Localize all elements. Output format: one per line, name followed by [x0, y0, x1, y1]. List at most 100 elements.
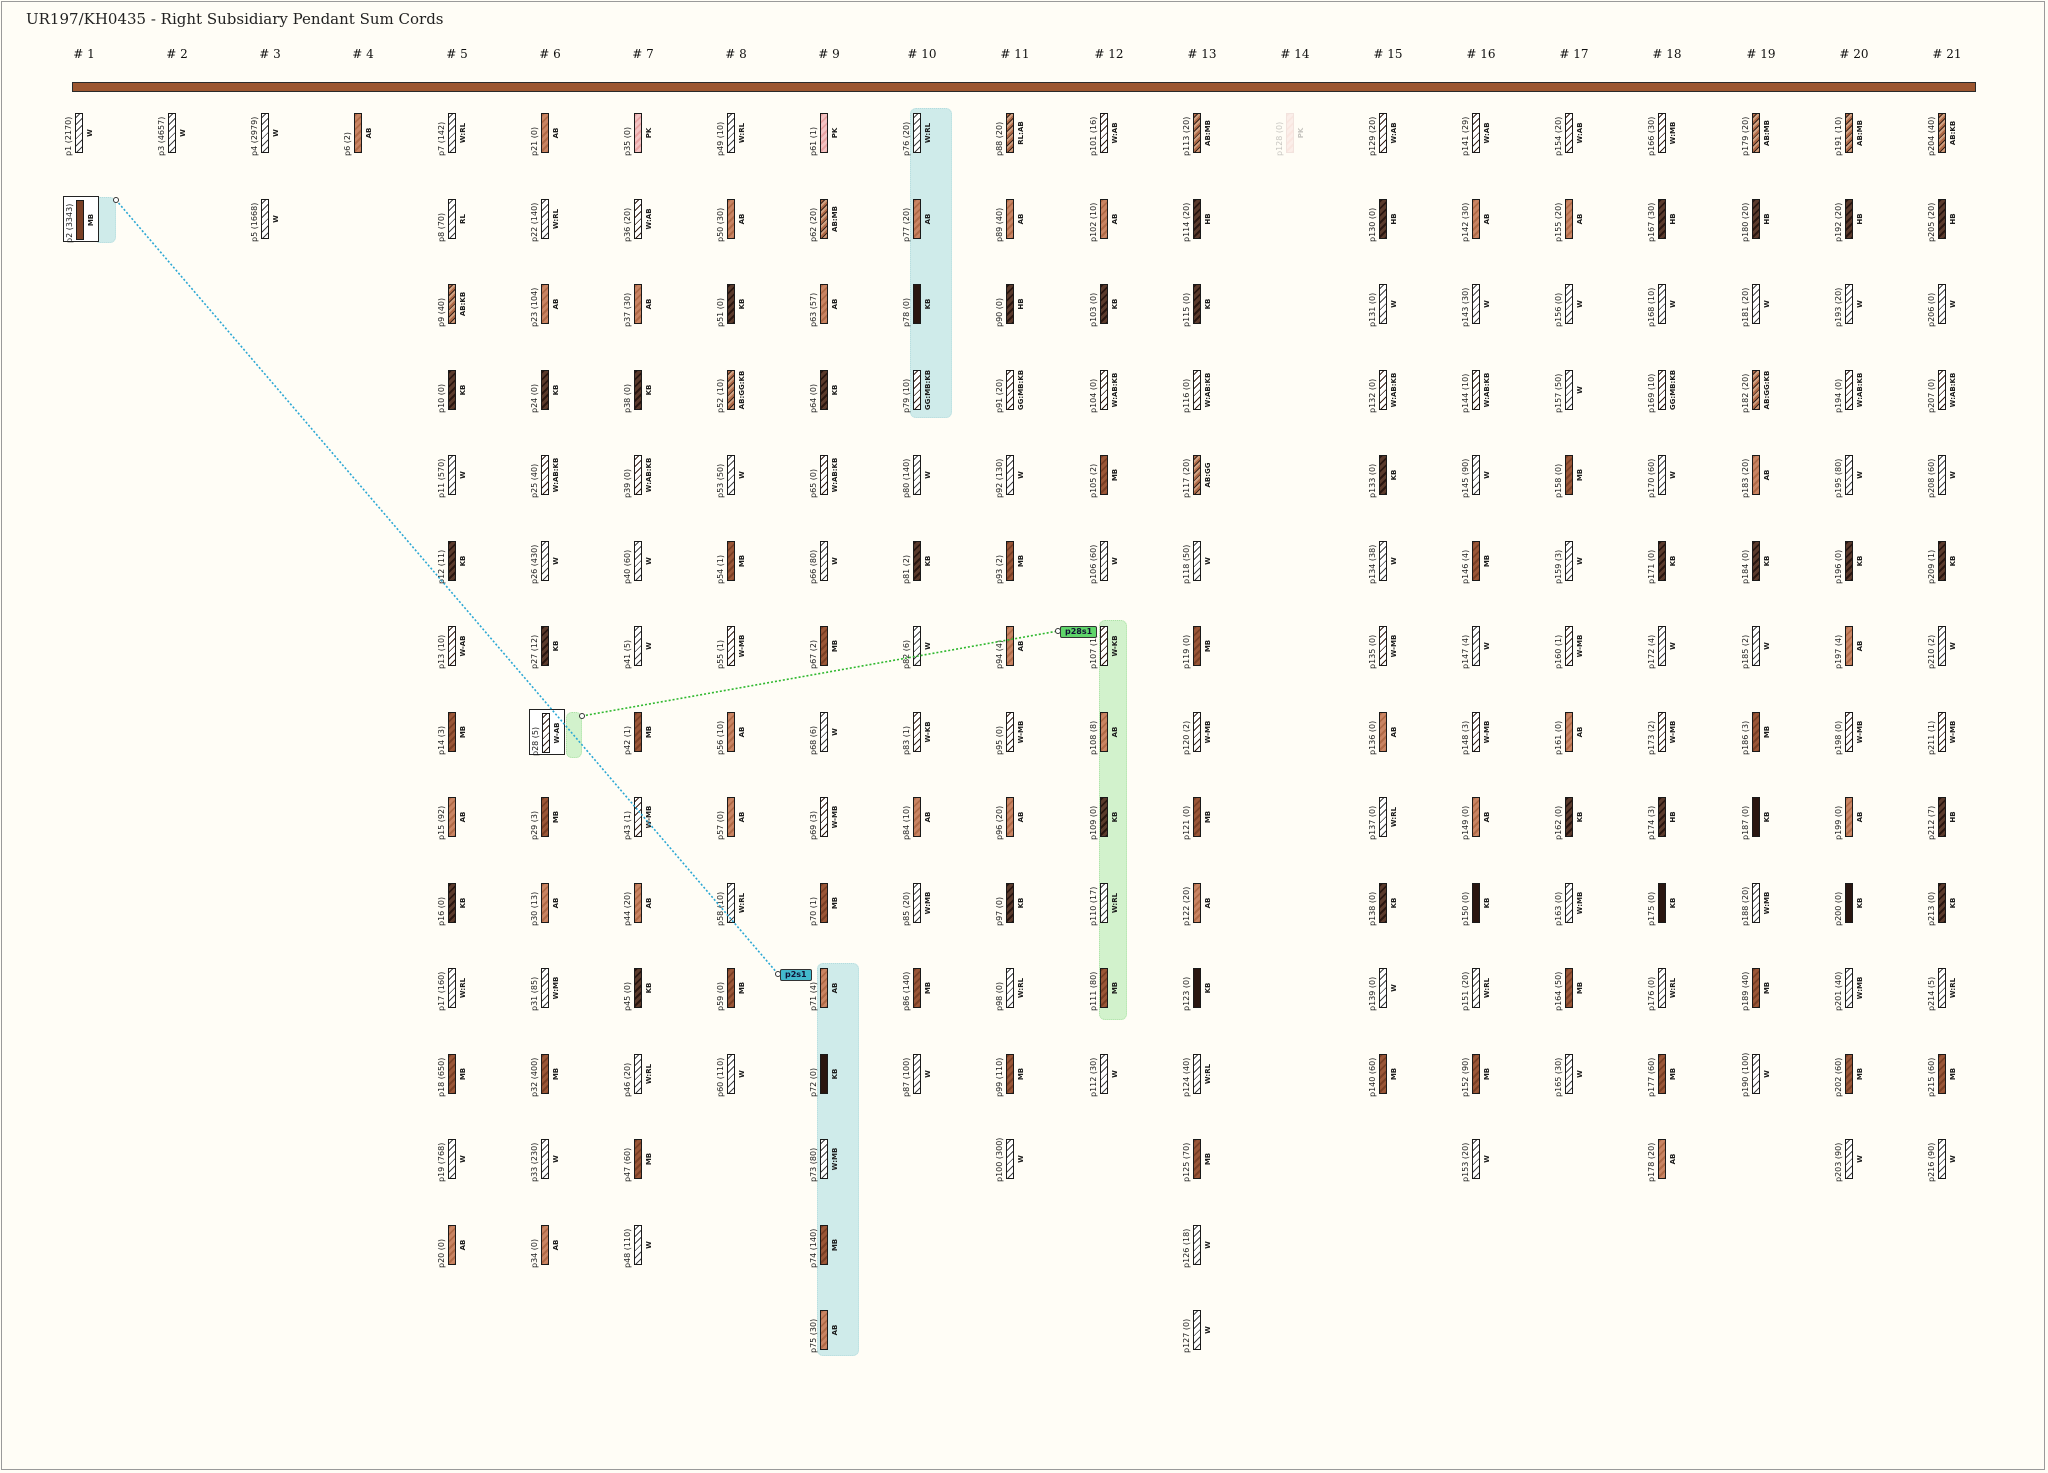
pendant-cord[interactable]: p134 (38) W — [1367, 538, 1403, 584]
pendant-cord[interactable]: p142 (30) AB — [1460, 196, 1496, 242]
pendant-cord[interactable]: p32 (400) MB — [529, 1051, 565, 1097]
pendant-cord[interactable]: p65 (0) W:AB:KB — [808, 452, 844, 498]
pendant-cord[interactable]: p67 (2) MB — [808, 623, 844, 669]
pendant-cord[interactable]: p131 (0) W — [1367, 281, 1403, 327]
pendant-cord[interactable]: p171 (0) KB — [1646, 538, 1682, 584]
pendant-cord[interactable]: p177 (60) MB — [1646, 1051, 1682, 1097]
pendant-cord[interactable]: p210 (2) W — [1926, 623, 1962, 669]
pendant-cord[interactable]: p74 (140) MB — [808, 1222, 844, 1268]
pendant-cord[interactable]: p201 (40) W:MB — [1833, 965, 1869, 1011]
pendant-cord[interactable]: p208 (60) W — [1926, 452, 1962, 498]
pendant-cord[interactable]: p109 (0) KB — [1088, 794, 1124, 840]
pendant-cord[interactable]: p179 (20) AB:MB — [1740, 110, 1776, 156]
pendant-cord[interactable]: p88 (20) RL:AB — [994, 110, 1030, 156]
pendant-cord[interactable]: p194 (0) W:AB:KB — [1833, 367, 1869, 413]
pendant-cord[interactable]: p35 (0) PK — [622, 110, 658, 156]
pendant-cord[interactable]: p125 (70) MB — [1181, 1136, 1217, 1182]
pendant-cord[interactable]: p26 (430) W — [529, 538, 565, 584]
pendant-cord[interactable]: p70 (1) MB — [808, 880, 844, 926]
pendant-cord[interactable]: p89 (40) AB — [994, 196, 1030, 242]
pendant-cord[interactable]: p209 (1) KB — [1926, 538, 1962, 584]
pendant-cord[interactable]: p95 (0) W-MB — [994, 709, 1030, 755]
pendant-cord[interactable]: p43 (1) W-MB — [622, 794, 658, 840]
pendant-cord[interactable]: p199 (0) AB — [1833, 794, 1869, 840]
pendant-cord[interactable]: p213 (0) KB — [1926, 880, 1962, 926]
pendant-cord[interactable]: p63 (57) AB — [808, 281, 844, 327]
pendant-cord[interactable]: p162 (0) KB — [1553, 794, 1589, 840]
pendant-cord[interactable]: p41 (5) W — [622, 623, 658, 669]
pendant-cord[interactable]: p71 (4) AB — [808, 965, 844, 1011]
pendant-cord[interactable]: p5 (1668) W — [249, 196, 285, 242]
pendant-cord[interactable]: p77 (20) AB — [901, 196, 937, 242]
pendant-cord[interactable]: p204 (40) AB:KB — [1926, 110, 1962, 156]
pendant-cord[interactable]: p39 (0) W:AB:KB — [622, 452, 658, 498]
pendant-cord[interactable]: p185 (2) W — [1740, 623, 1776, 669]
pendant-cord[interactable]: p111 (80) MB — [1088, 965, 1124, 1011]
pendant-cord[interactable]: p25 (40) W:AB:KB — [529, 452, 565, 498]
pendant-cord[interactable]: p107 (1) W-KB — [1088, 623, 1124, 669]
pendant-cord[interactable]: p124 (40) W:RL — [1181, 1051, 1217, 1097]
pendant-cord[interactable]: p1 (2170) W — [63, 110, 99, 156]
pendant-cord[interactable]: p10 (0) KB — [436, 367, 472, 413]
pendant-cord[interactable]: p50 (30) AB — [715, 196, 751, 242]
pendant-cord[interactable]: p2 (3343) MB — [63, 195, 99, 243]
pendant-cord[interactable]: p100 (300) W — [994, 1136, 1030, 1182]
pendant-cord[interactable]: p135 (0) W-MB — [1367, 623, 1403, 669]
pendant-cord[interactable]: p20 (0) AB — [436, 1222, 472, 1268]
pendant-cord[interactable]: p82 (6) W — [901, 623, 937, 669]
pendant-cord[interactable]: p169 (10) GG:MB:KB — [1646, 367, 1682, 412]
pendant-cord[interactable]: p80 (140) W — [901, 452, 937, 498]
pendant-cord[interactable]: p91 (20) GG:MB:KB — [994, 367, 1030, 412]
pendant-cord[interactable]: p158 (0) MB — [1553, 452, 1589, 498]
pendant-cord[interactable]: p73 (80) W:MB — [808, 1136, 844, 1182]
pendant-cord[interactable]: p115 (0) KB — [1181, 281, 1217, 327]
pendant-cord[interactable]: p123 (0) KB — [1181, 965, 1217, 1011]
pendant-cord[interactable]: p176 (0) W:RL — [1646, 965, 1682, 1011]
pendant-cord[interactable]: p193 (20) W — [1833, 281, 1869, 327]
pendant-cord[interactable]: p66 (80) W — [808, 538, 844, 584]
pendant-cord[interactable]: p36 (20) W:AB — [622, 196, 658, 242]
pendant-cord[interactable]: p186 (3) MB — [1740, 709, 1776, 755]
pendant-cord[interactable]: p62 (20) AB:MB — [808, 196, 844, 242]
pendant-cord[interactable]: p117 (20) AB:GG — [1181, 452, 1217, 498]
pendant-cord[interactable]: p155 (20) AB — [1553, 196, 1589, 242]
pendant-cord[interactable]: p34 (0) AB — [529, 1222, 565, 1268]
pendant-cord[interactable]: p197 (4) AB — [1833, 623, 1869, 669]
pendant-cord[interactable]: p46 (20) W:RL — [622, 1051, 658, 1097]
pendant-cord[interactable]: p211 (1) W-MB — [1926, 709, 1962, 755]
pendant-cord[interactable]: p180 (20) HB — [1740, 196, 1776, 242]
pendant-cord[interactable]: p215 (60) MB — [1926, 1051, 1962, 1097]
pendant-cord[interactable]: p8 (70) RL — [436, 196, 472, 242]
pendant-cord[interactable]: p161 (0) AB — [1553, 709, 1589, 755]
pendant-cord[interactable]: p112 (30) W — [1088, 1051, 1124, 1097]
sum-tag[interactable]: p28s1 — [1060, 626, 1098, 638]
pendant-cord[interactable]: p93 (2) MB — [994, 538, 1030, 584]
pendant-cord[interactable]: p22 (140) W:RL — [529, 196, 565, 242]
pendant-cord[interactable]: p133 (0) KB — [1367, 452, 1403, 498]
pendant-cord[interactable]: p178 (20) AB — [1646, 1136, 1682, 1182]
pendant-cord[interactable]: p160 (1) W-MB — [1553, 623, 1589, 669]
pendant-cord[interactable]: p87 (100) W — [901, 1051, 937, 1097]
pendant-cord[interactable]: p72 (0) KB — [808, 1051, 844, 1097]
pendant-cord[interactable]: p108 (8) AB — [1088, 709, 1124, 755]
pendant-cord[interactable]: p29 (3) MB — [529, 794, 565, 840]
pendant-cord[interactable]: p156 (0) W — [1553, 281, 1589, 327]
pendant-cord[interactable]: p28 (5) W-AB — [529, 708, 565, 756]
pendant-cord[interactable]: p37 (30) AB — [622, 281, 658, 327]
pendant-cord[interactable]: p175 (0) KB — [1646, 880, 1682, 926]
pendant-cord[interactable]: p40 (60) W — [622, 538, 658, 584]
pendant-cord[interactable]: p18 (650) MB — [436, 1051, 472, 1097]
pendant-cord[interactable]: p44 (20) AB — [622, 880, 658, 926]
pendant-cord[interactable]: p200 (0) KB — [1833, 880, 1869, 926]
pendant-cord[interactable]: p152 (90) MB — [1460, 1051, 1496, 1097]
pendant-cord[interactable]: p12 (11) KB — [436, 538, 472, 584]
pendant-cord[interactable]: p163 (0) W:MB — [1553, 880, 1589, 926]
pendant-cord[interactable]: p99 (110) MB — [994, 1051, 1030, 1097]
pendant-cord[interactable]: p167 (30) HB — [1646, 196, 1682, 242]
pendant-cord[interactable]: p174 (3) HB — [1646, 794, 1682, 840]
pendant-cord[interactable]: p106 (60) W — [1088, 538, 1124, 584]
pendant-cord[interactable]: p130 (0) HB — [1367, 196, 1403, 242]
pendant-cord[interactable]: p196 (0) KB — [1833, 538, 1869, 584]
pendant-cord[interactable]: p96 (20) AB — [994, 794, 1030, 840]
pendant-cord[interactable]: p103 (0) KB — [1088, 281, 1124, 327]
